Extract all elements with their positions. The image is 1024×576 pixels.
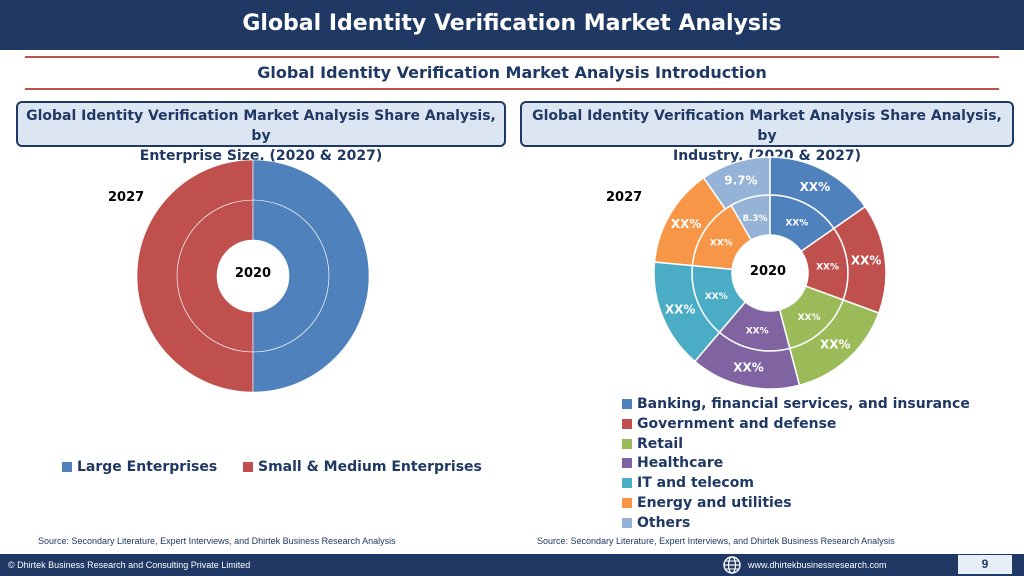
website-link[interactable]: www.dhirtekbusinessresearch.com xyxy=(748,560,887,570)
legend-item-it-and-telecom: IT and telecom xyxy=(622,475,754,491)
chart2-label-2027-government-and-defense: XX% xyxy=(851,254,882,268)
left-panel-title-line1: Global Identity Verification Market Anal… xyxy=(26,108,496,144)
footer-bar: © Dhirtek Business Research and Consulti… xyxy=(0,554,1024,576)
legend-label: Retail xyxy=(637,435,684,452)
page-number: 9 xyxy=(958,555,1012,574)
legend-label: Small & Medium Enterprises xyxy=(258,459,482,475)
legend-item-banking-financial-services-and-insurance: Banking, financial services, and insuran… xyxy=(622,396,970,412)
right-source-note: Source: Secondary Literature, Expert Int… xyxy=(537,536,895,546)
legend-label: Healthcare xyxy=(637,455,724,472)
page-title: Global Identity Verification Market Anal… xyxy=(242,11,782,36)
chart1-label-2020-large-enterprises: XX% xyxy=(294,269,325,283)
chart2-ring-2027-slice-banking-financial-services-and-insurance xyxy=(769,156,867,230)
right-outer-year-label: 2027 xyxy=(606,190,642,205)
chart2-ring-2027-slice-it-and-telecom xyxy=(653,261,721,363)
legend-label: Others xyxy=(637,514,691,531)
legend-label: Banking, financial services, and insuran… xyxy=(637,396,970,412)
globe-icon xyxy=(723,556,741,574)
chart2-label-2020-banking-financial-services-and-insurance: XX% xyxy=(785,219,808,229)
legend-label: IT and telecom xyxy=(637,475,754,492)
chart1-ring-2027-slice-small-medium-enterprises xyxy=(136,159,254,393)
legend-swatch xyxy=(622,478,632,489)
chart2-label-2020-energy-and-utilities: XX% xyxy=(710,239,733,249)
chart2-label-2027-others: 9.7% xyxy=(724,173,757,187)
chart2-label-2027-healthcare: XX% xyxy=(733,361,764,375)
legend-swatch xyxy=(622,418,632,429)
legend-item-others: Others xyxy=(622,515,690,531)
left-inner-year-label: 2020 xyxy=(235,266,271,281)
copyright-text: © Dhirtek Business Research and Consulti… xyxy=(8,560,251,570)
left-outer-year-label: 2027 xyxy=(108,190,144,205)
left-panel-title-line2: Enterprise Size, (2020 & 2027) xyxy=(139,148,383,164)
legend-swatch xyxy=(622,399,632,409)
chart2-label-2020-others: 8.3% xyxy=(743,214,768,224)
chart2-ring-2027-slice-healthcare xyxy=(693,331,801,390)
chart2-label-2027-energy-and-utilities: XX% xyxy=(671,217,702,231)
chart2-label-2020-retail: XX% xyxy=(798,313,821,323)
legend-swatch xyxy=(622,498,632,508)
left-source-note: Source: Secondary Literature, Expert Int… xyxy=(38,536,396,546)
right-panel-title-line1: Global Identity Verification Market Anal… xyxy=(532,108,1002,144)
chart2-label-2027-retail: XX% xyxy=(820,338,851,352)
left-panel-title: Global Identity Verification Market Anal… xyxy=(16,101,506,164)
chart1-ring-2027-slice-large-enterprises xyxy=(252,159,370,393)
legend-swatch xyxy=(622,517,632,528)
chart2-label-2027-it-and-telecom: XX% xyxy=(665,303,696,317)
chart2-label-2027-banking-financial-services-and-insurance: XX% xyxy=(800,180,831,194)
legend-label: Large Enterprises xyxy=(77,459,218,475)
top-divider xyxy=(25,56,999,58)
chart2-ring-2027-slice-government-and-defense xyxy=(832,205,887,314)
chart1-label-2027-large-enterprises: XX% xyxy=(334,269,365,283)
right-panel-title-line2: Industry, (2020 & 2027) xyxy=(672,148,861,164)
chart2-label-2020-government-and-defense: XX% xyxy=(816,263,839,273)
legend-item-healthcare: Healthcare xyxy=(622,455,723,471)
header-bar: Global Identity Verification Market Anal… xyxy=(0,0,1024,50)
right-panel-title: Global Identity Verification Market Anal… xyxy=(520,101,1014,164)
legend-item-retail: Retail xyxy=(622,436,683,452)
subtitle-divider xyxy=(25,88,999,90)
chart2-label-2020-healthcare: XX% xyxy=(746,327,769,337)
chart2-ring-2027-slice-energy-and-utilities xyxy=(653,176,727,267)
legend-swatch xyxy=(622,438,632,449)
chart1-label-2027-small-medium-enterprises: XX% xyxy=(142,269,173,283)
chart2-ring-2027-slice-retail xyxy=(788,298,880,387)
legend-swatch xyxy=(622,458,632,469)
legend-item-energy-and-utilities: Energy and utilities xyxy=(622,495,792,511)
right-inner-year-label: 2020 xyxy=(750,264,786,279)
chart2-label-2020-it-and-telecom: XX% xyxy=(705,292,728,302)
legend-item-small-medium-enterprises: Small & Medium Enterprises xyxy=(243,459,482,475)
legend-swatch xyxy=(243,462,253,472)
section-subtitle: Global Identity Verification Market Anal… xyxy=(257,63,767,82)
legend-swatch xyxy=(62,462,72,472)
legend-label: Energy and utilities xyxy=(637,495,792,511)
legend-item-government-and-defense: Government and defense xyxy=(622,416,836,432)
legend-item-large-enterprises: Large Enterprises xyxy=(62,459,217,475)
legend-label: Government and defense xyxy=(637,415,837,432)
chart1-label-2020-small-medium-enterprises: XX% xyxy=(182,269,213,283)
